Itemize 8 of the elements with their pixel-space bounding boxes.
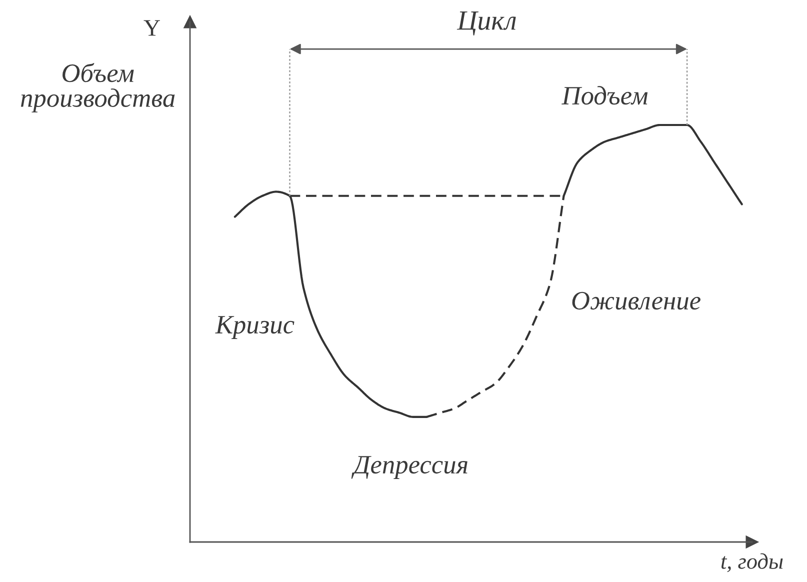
annotation: Оживление	[572, 292, 700, 310]
annotation: Депрессия	[351, 456, 468, 479]
y-axis-title: Объем производства	[20, 63, 175, 112]
text: Y	[144, 20, 160, 36]
annotation: Кризис	[215, 316, 294, 339]
text: Подъем	[562, 86, 648, 105]
x-axis-title: t, годы	[721, 553, 783, 572]
text: Цикл	[456, 11, 516, 36]
